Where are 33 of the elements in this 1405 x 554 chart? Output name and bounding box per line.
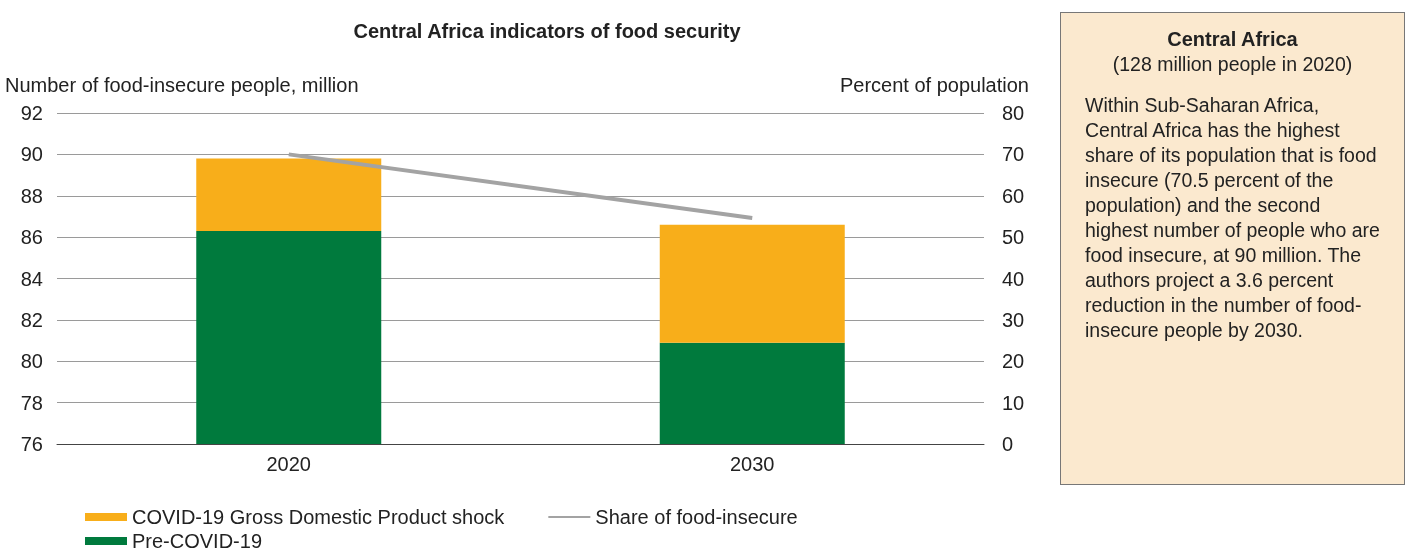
bar [196,230,382,444]
y-tick-label: 78 [20,391,43,414]
y-tick-label: 88 [20,184,43,207]
legend-label: Share of food-insecure [595,506,798,528]
x-tick-label: 2030 [730,453,775,475]
y-axis-title: Number of food-insecure people, million [5,74,359,96]
text: (128 million people in 2020) [1111,52,1354,77]
y-tick-label: 84 [20,267,43,290]
y2-tick-label: 60 [1002,184,1025,207]
y2-tick-label: 10 [1002,391,1025,414]
chart-title: Central Africa indicators of food security [353,20,742,42]
y2-tick-label: 80 [1002,102,1025,124]
y-tick-label: 76 [20,433,43,455]
y-tick-label: 80 [20,350,43,373]
y2-tick-label: 0 [1002,433,1014,455]
y-tick-label: 92 [20,102,43,124]
text: Within Sub-Saharan Africa, Central Africa has the highest share of its population that is food insecure (70.5 percent of the population) and the second highest number of people who are food insecure, at 90 million. The authors project a 3.6 percent reduction in the number of food-insecure people by 2030. [1085,94,1380,341]
y-tick-label: 86 [20,226,43,249]
y2-tick-label: 20 [1002,350,1025,373]
y2-tick-label: 30 [1002,308,1025,331]
y-tick-label: 82 [20,308,43,331]
bar [196,158,382,231]
bar [659,342,845,444]
x-tick-label: 2020 [266,453,311,475]
bar [659,224,845,343]
y2-axis-title: Percent of population [839,74,1029,96]
y2-tick-label: 40 [1002,267,1025,290]
text: Central Africa [1166,27,1299,52]
y2-tick-label: 70 [1002,143,1025,166]
y2-tick-label: 50 [1002,226,1025,249]
y-tick-label: 90 [20,143,43,166]
legend-label: Pre-COVID-19 [132,530,263,552]
legend-label: COVID-19 Gross Domestic Product shock [132,506,506,528]
